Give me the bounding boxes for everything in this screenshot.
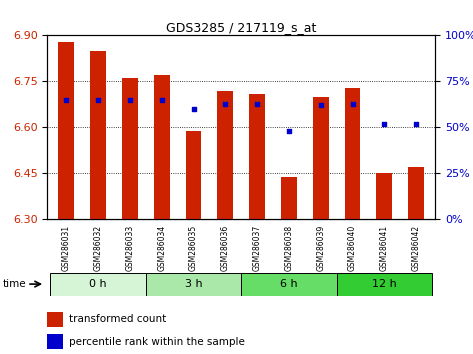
- Text: 12 h: 12 h: [372, 279, 397, 289]
- Bar: [185, 131, 201, 219]
- Bar: [59, 41, 74, 219]
- Bar: [51, 273, 146, 296]
- Text: GSM286040: GSM286040: [348, 225, 357, 271]
- Bar: [377, 173, 392, 219]
- Bar: [218, 91, 233, 219]
- Bar: [408, 167, 424, 219]
- Point: [62, 97, 70, 103]
- Point: [380, 121, 388, 127]
- Bar: [344, 87, 360, 219]
- Text: GSM286034: GSM286034: [157, 225, 166, 271]
- Text: 3 h: 3 h: [185, 279, 202, 289]
- Bar: [47, 334, 63, 349]
- Point: [412, 121, 420, 127]
- Point: [349, 101, 356, 106]
- Point: [95, 97, 102, 103]
- Bar: [281, 177, 297, 219]
- Text: GSM286035: GSM286035: [189, 225, 198, 271]
- Point: [317, 103, 324, 108]
- Point: [190, 106, 197, 112]
- Text: 6 h: 6 h: [280, 279, 298, 289]
- Text: GSM286041: GSM286041: [380, 225, 389, 271]
- Text: time: time: [2, 279, 26, 289]
- Text: GSM286037: GSM286037: [253, 225, 262, 271]
- Text: 0 h: 0 h: [89, 279, 107, 289]
- Point: [221, 101, 229, 106]
- Bar: [337, 273, 432, 296]
- Bar: [146, 273, 241, 296]
- Bar: [313, 97, 329, 219]
- Bar: [249, 94, 265, 219]
- Bar: [241, 273, 337, 296]
- Text: GSM286038: GSM286038: [284, 225, 293, 271]
- Text: percentile rank within the sample: percentile rank within the sample: [69, 337, 245, 347]
- Bar: [47, 312, 63, 327]
- Text: GSM286033: GSM286033: [125, 225, 134, 271]
- Bar: [90, 51, 106, 219]
- Bar: [122, 78, 138, 219]
- Text: GSM286032: GSM286032: [94, 225, 103, 271]
- Point: [254, 101, 261, 106]
- Point: [285, 128, 293, 134]
- Bar: [154, 75, 170, 219]
- Text: GSM286036: GSM286036: [221, 225, 230, 271]
- Text: GSM286042: GSM286042: [412, 225, 420, 271]
- Title: GDS3285 / 217119_s_at: GDS3285 / 217119_s_at: [166, 21, 316, 34]
- Point: [158, 97, 166, 103]
- Text: GSM286031: GSM286031: [62, 225, 71, 271]
- Text: GSM286039: GSM286039: [316, 225, 325, 271]
- Text: transformed count: transformed count: [69, 314, 166, 324]
- Point: [126, 97, 134, 103]
